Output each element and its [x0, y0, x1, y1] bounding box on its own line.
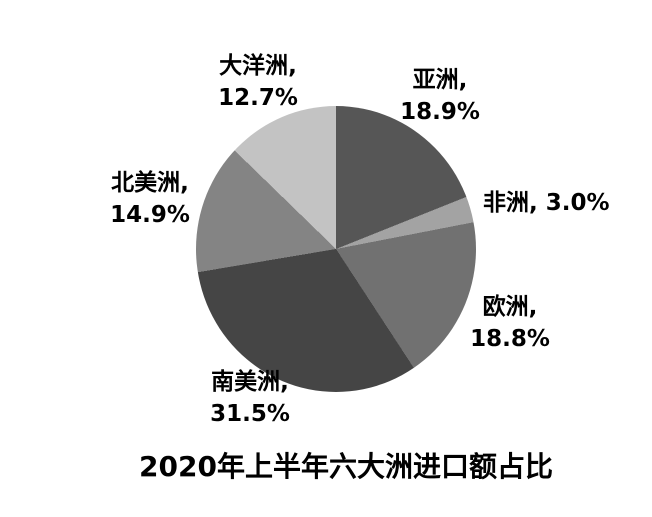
slice-label-europe-name: 欧洲,: [482, 294, 538, 320]
slice-label-oceania-value: 12.7%: [218, 85, 298, 111]
slice-label-north-america: 北美洲, 14.9%: [60, 167, 240, 231]
slice-label-africa-name-value: 非洲, 3.0%: [483, 190, 610, 216]
slice-label-europe: 欧洲, 18.8%: [440, 291, 580, 355]
pie-chart: [196, 106, 476, 392]
slice-label-south-america: 南美洲, 31.5%: [160, 366, 340, 430]
slice-label-europe-value: 18.8%: [470, 326, 550, 352]
slice-label-north-america-value: 14.9%: [110, 202, 190, 228]
slice-label-oceania-name: 大洋洲,: [219, 53, 297, 79]
slice-label-south-america-name: 南美洲,: [211, 369, 289, 395]
slice-label-south-america-value: 31.5%: [210, 401, 290, 427]
slice-label-oceania: 大洋洲, 12.7%: [163, 50, 353, 114]
slice-label-north-america-name: 北美洲,: [111, 170, 189, 196]
slice-label-africa: 非洲, 3.0%: [483, 187, 610, 219]
chart-title: 2020年上半年六大洲进口额占比: [139, 450, 553, 483]
slice-label-asia: 亚洲, 18.9%: [345, 64, 535, 128]
slice-label-asia-name: 亚洲,: [412, 67, 468, 93]
slice-label-asia-value: 18.9%: [400, 99, 480, 125]
